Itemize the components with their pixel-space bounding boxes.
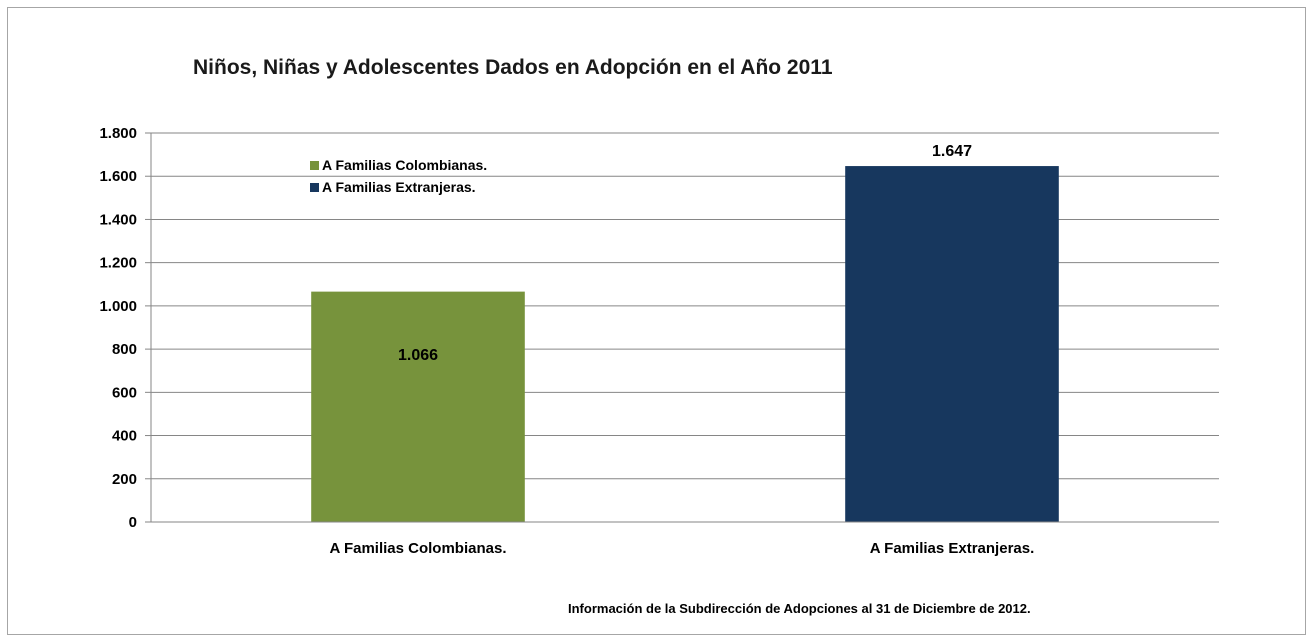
y-tick-label: 1.000 [99,298,137,315]
y-tick-label: 1.200 [99,255,137,272]
y-tick-label: 1.400 [99,211,137,228]
legend-item-colombianas: A Familias Colombianas. [310,154,487,176]
y-tick-label: 400 [112,428,137,445]
data-label-2: 1.647 [932,143,972,160]
y-tick-label: 600 [112,384,137,401]
bar-1 [311,291,525,522]
y-axis-ticks: 0 200 400 600 800 1.000 1.200 1.400 1.600 1.800 [99,125,151,531]
x-tick-label: A Familias Colombianas. [330,540,507,557]
x-axis-ticks: A Familias Colombianas. A Familias Extran… [151,521,1219,557]
data-label-1: 1.066 [398,347,438,364]
x-tick-label: A Familias Extranjeras. [870,540,1035,557]
y-tick-label: 200 [112,471,137,488]
y-tick-label: 1.600 [99,168,137,185]
legend-label: A Familias Extranjeras. [322,179,476,195]
legend: A Familias Colombianas. A Familias Extra… [310,154,487,198]
chart-title: Niños, Niñas y Adolescentes Dados en Ado… [193,56,833,79]
y-tick-label: 1.800 [99,125,137,142]
bar-2 [845,166,1059,522]
legend-swatch [310,160,319,170]
bars: 1.066 1.647 [311,143,1059,522]
y-tick-label: 800 [112,341,137,358]
chart-frame [7,7,1306,635]
legend-label: A Familias Colombianas. [322,157,488,173]
legend-swatch [310,182,319,192]
source-note: Información de la Subdirección de Adopci… [568,601,1031,616]
legend-item-extranjeras: A Familias Extranjeras. [310,176,487,198]
y-tick-label: 0 [129,514,137,531]
